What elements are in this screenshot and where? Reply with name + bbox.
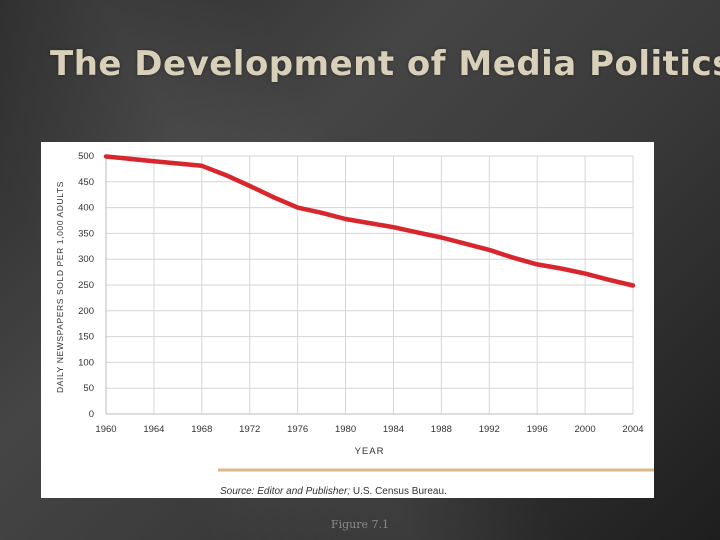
line-chart: 0 50 100 150 200 250 300 350 400 450 500 1960 1964 19… — [55, 151, 654, 497]
y-tick-label: 350 — [78, 228, 94, 239]
y-tick-label: 0 — [89, 409, 94, 420]
series-line — [103, 154, 636, 288]
y-tick-label: 200 — [78, 306, 94, 317]
x-tick-label: 1996 — [527, 424, 548, 435]
source-note: Source: Editor and Publisher; U.S. Censu… — [220, 486, 447, 497]
x-tick-label: 1976 — [287, 424, 308, 435]
x-tick-label: 2004 — [622, 424, 643, 435]
y-tick-label: 450 — [78, 177, 94, 188]
x-tick-label: 1980 — [335, 424, 356, 435]
figure-caption: Figure 7.1 — [330, 518, 390, 531]
x-tick-label: 1968 — [191, 424, 212, 435]
x-tick-label: 1964 — [143, 424, 164, 435]
slide-title: The Development of Media Politics — [50, 44, 720, 84]
y-tick-label: 250 — [78, 280, 94, 291]
y-tick-label: 100 — [78, 357, 94, 368]
source-label: Source: Editor and Publisher; — [220, 486, 353, 497]
x-tick-label: 1960 — [95, 424, 116, 435]
x-tick-label: 1988 — [431, 424, 452, 435]
figure-panel: 0 50 100 150 200 250 300 350 400 450 500 1960 1964 19… — [41, 142, 654, 498]
y-axis-title: DAILY NEWSPAPERS SOLD PER 1,000 ADULTS — [55, 181, 65, 393]
source-text: U.S. Census Bureau. — [353, 486, 447, 497]
y-tick-label: 150 — [78, 332, 94, 343]
x-axis-title: YEAR — [355, 446, 385, 457]
y-tick-label: 400 — [78, 203, 94, 214]
x-tick-label: 1992 — [479, 424, 500, 435]
y-tick-label: 300 — [78, 254, 94, 265]
y-tick-label: 500 — [78, 151, 94, 162]
x-tick-label: 1972 — [239, 424, 260, 435]
x-tick-label: 1984 — [383, 424, 404, 435]
x-tick-label: 2000 — [575, 424, 596, 435]
y-tick-label: 50 — [83, 383, 94, 394]
